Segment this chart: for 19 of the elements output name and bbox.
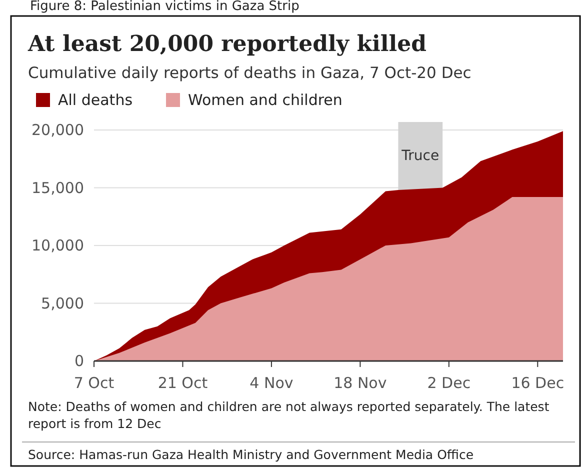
source-note: Source: Hamas-run Gaza Health Ministry and Government Media Office <box>28 447 474 462</box>
band-label: Truce <box>400 148 440 164</box>
chart-subtitle: Cumulative daily reports of deaths in Gaza, 7 Oct-20 Dec <box>28 64 472 82</box>
y-tick-label: 10,000 <box>32 236 84 254</box>
x-tick-label: 7 Oct <box>74 374 114 392</box>
x-tick-label: 16 Dec <box>511 374 564 392</box>
chart-title: At least 20,000 reportedly killed <box>27 31 426 57</box>
x-tick-label: 21 Oct <box>158 374 208 392</box>
text: Note: Deaths of women and children are not always reported separately. The latest report is from 12 Dec <box>28 399 550 431</box>
y-tick-label: 5,000 <box>41 294 84 312</box>
y-tick-label: 20,000 <box>32 121 84 139</box>
y-tick-label: 0 <box>74 352 84 370</box>
x-tick-label: 2 Dec <box>427 374 471 392</box>
legend-label: Women and children <box>188 91 342 109</box>
y-tick-label: 15,000 <box>32 178 84 197</box>
legend-label: All deaths <box>58 91 133 109</box>
x-tick-label: 4 Nov <box>250 374 294 392</box>
caption: Figure 8: Palestinian victims in Gaza Strip <box>30 0 300 14</box>
x-tick-label: 18 Nov <box>334 374 387 392</box>
